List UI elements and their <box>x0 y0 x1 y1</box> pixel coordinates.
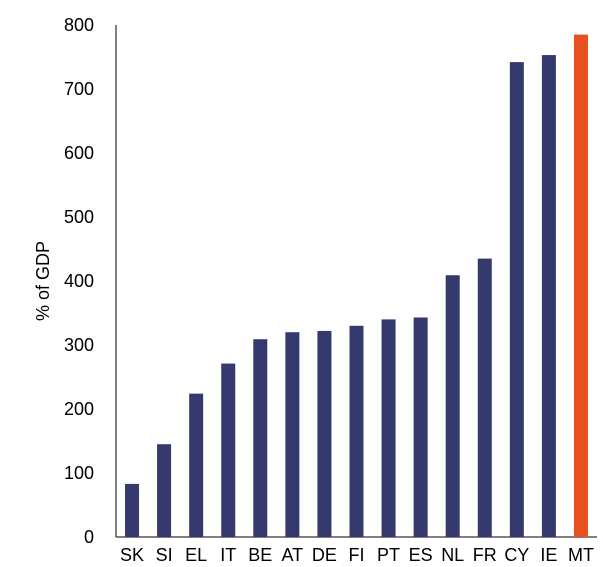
bar-sk <box>125 483 140 537</box>
bar-es <box>413 317 428 537</box>
bar-de <box>317 330 332 537</box>
y-tick-label: 300 <box>64 335 94 355</box>
x-tick-label: ES <box>409 545 433 565</box>
bar-nl <box>445 275 460 537</box>
x-axis: SK SI EL IT BE AT DE FI PT ES NL FR CY IE MT <box>116 536 597 565</box>
bar-pt <box>381 319 396 537</box>
bar-it <box>221 363 236 537</box>
y-tick-label: 800 <box>64 15 94 35</box>
x-tick-label: IE <box>540 545 557 565</box>
y-tick-label: 700 <box>64 79 94 99</box>
y-tick-label: 500 <box>64 207 94 227</box>
x-tick-label: DE <box>312 545 337 565</box>
x-tick-label: NL <box>441 545 464 565</box>
x-tick-label: MT <box>568 545 594 565</box>
bar-ie <box>541 55 556 538</box>
x-tick-label: BE <box>248 545 272 565</box>
y-axis-title: % of GDP <box>33 241 53 321</box>
x-tick-label: SI <box>156 545 173 565</box>
x-tick-label: CY <box>504 545 529 565</box>
x-tick-labels: SK SI EL IT BE AT DE FI PT ES NL FR CY IE MT <box>120 545 594 565</box>
x-tick-label: EL <box>185 545 207 565</box>
bar-at <box>285 332 300 537</box>
x-tick-label: FR <box>473 545 497 565</box>
bar-be <box>253 339 268 537</box>
x-tick-label: SK <box>120 545 144 565</box>
y-tick-labels: 0 100 200 300 400 500 600 700 800 <box>64 15 94 547</box>
y-tick-label: 0 <box>84 527 94 547</box>
bar-fi <box>349 325 364 537</box>
y-tick-label: 100 <box>64 463 94 483</box>
bar-el <box>189 393 204 537</box>
bar-si <box>157 444 172 537</box>
x-tick-label: FI <box>349 545 365 565</box>
bar-mt <box>573 34 588 537</box>
x-tick-label: PT <box>377 545 400 565</box>
x-tick-label: IT <box>220 545 236 565</box>
y-tick-label: 400 <box>64 271 94 291</box>
bar-fr <box>477 258 492 537</box>
x-tick-label: AT <box>282 545 304 565</box>
bars <box>125 34 588 538</box>
y-axis: 0 100 200 300 400 500 600 700 800 <box>64 15 117 547</box>
y-tick-label: 600 <box>64 143 94 163</box>
bar-cy <box>509 62 524 538</box>
y-tick-label: 200 <box>64 399 94 419</box>
